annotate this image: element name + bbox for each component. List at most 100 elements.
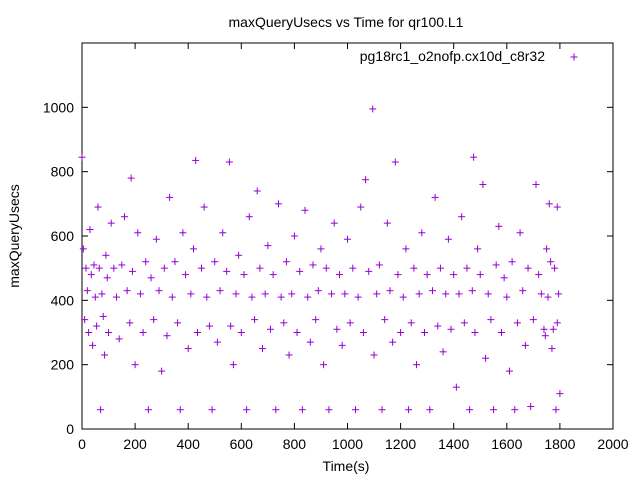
data-point [203, 293, 211, 301]
data-point [389, 338, 397, 346]
data-point [529, 316, 537, 324]
data-point [476, 271, 484, 279]
data-point [468, 287, 476, 295]
data-point [267, 325, 275, 333]
data-point [155, 287, 163, 295]
data-point [545, 200, 553, 208]
data-point [115, 335, 123, 343]
data-point [269, 271, 277, 279]
x-tick-label: 1400 [438, 436, 469, 452]
data-point [391, 158, 399, 166]
data-point [553, 203, 561, 211]
data-point [205, 322, 213, 330]
data-point [543, 245, 551, 253]
data-point [113, 293, 121, 301]
data-point [328, 290, 336, 298]
data-point [513, 319, 521, 327]
y-tick-label: 0 [66, 421, 74, 437]
data-point [544, 293, 552, 301]
data-point [415, 290, 423, 298]
data-point [551, 264, 559, 272]
data-point [147, 274, 155, 282]
data-point [264, 242, 272, 250]
data-point [94, 203, 102, 211]
data-point [511, 406, 519, 414]
data-point [338, 341, 346, 349]
data-point [288, 290, 296, 298]
data-point [362, 176, 370, 184]
data-point [500, 274, 508, 282]
data-point [495, 222, 503, 230]
data-point [301, 206, 309, 214]
data-point [197, 264, 205, 272]
plot-area-border [81, 42, 614, 430]
data-point [93, 322, 101, 330]
data-point [110, 264, 118, 272]
data-point [102, 251, 110, 259]
data-point [492, 261, 500, 269]
data-point [474, 245, 482, 253]
data-point [87, 271, 95, 279]
data-point [442, 290, 450, 298]
legend-label: pg18rc1_o2nofp.cx10d_c8r32 [360, 48, 545, 64]
data-point [373, 290, 381, 298]
data-point [253, 187, 261, 195]
y-tick-label: 200 [51, 357, 75, 373]
data-point [547, 258, 555, 266]
x-tick-label: 400 [177, 436, 201, 452]
x-tick-label: 800 [283, 436, 307, 452]
data-point [349, 264, 357, 272]
data-point [555, 290, 563, 298]
data-point [431, 193, 439, 201]
data-point [399, 293, 407, 301]
data-point [487, 316, 495, 324]
data-point [90, 261, 98, 269]
data-point [537, 290, 545, 298]
data-point [200, 203, 208, 211]
data-point [168, 293, 176, 301]
data-point [548, 345, 556, 353]
data-point [232, 290, 240, 298]
data-point [105, 329, 113, 336]
x-tick-label: 2000 [597, 436, 628, 452]
data-point [86, 226, 94, 234]
data-point [306, 338, 314, 346]
data-point [333, 325, 341, 333]
data-point [142, 258, 150, 266]
data-point [535, 271, 543, 279]
data-point [357, 203, 365, 211]
data-point [98, 290, 106, 298]
data-point [519, 287, 527, 295]
data-point [298, 406, 306, 414]
data-point [128, 267, 136, 275]
data-point [81, 316, 89, 324]
data-point [505, 367, 513, 375]
legend: pg18rc1_o2nofp.cx10d_c8r32 [360, 48, 578, 64]
data-point [341, 290, 349, 298]
data-point [521, 341, 529, 349]
data-point [402, 245, 410, 253]
data-point [187, 290, 195, 298]
data-point [282, 258, 290, 266]
data-point [235, 251, 243, 259]
data-point [381, 316, 389, 324]
data-point [274, 200, 282, 208]
data-point [127, 174, 135, 182]
data-point [95, 264, 103, 272]
data-point [397, 329, 405, 336]
data-point [184, 345, 192, 353]
y-tick-label: 800 [51, 164, 75, 180]
x-tick-label: 1800 [544, 436, 575, 452]
data-point [420, 329, 428, 336]
data-point [410, 264, 418, 272]
data-point [245, 213, 253, 221]
data-point [78, 153, 86, 161]
data-point [556, 390, 564, 398]
data-point [152, 235, 160, 243]
data-point [82, 264, 90, 272]
data-point [243, 406, 251, 414]
chart-title: maxQueryUsecs vs Time for qr100.L1 [229, 14, 464, 30]
data-point [251, 316, 259, 324]
data-point [163, 332, 171, 340]
data-point [256, 264, 264, 272]
